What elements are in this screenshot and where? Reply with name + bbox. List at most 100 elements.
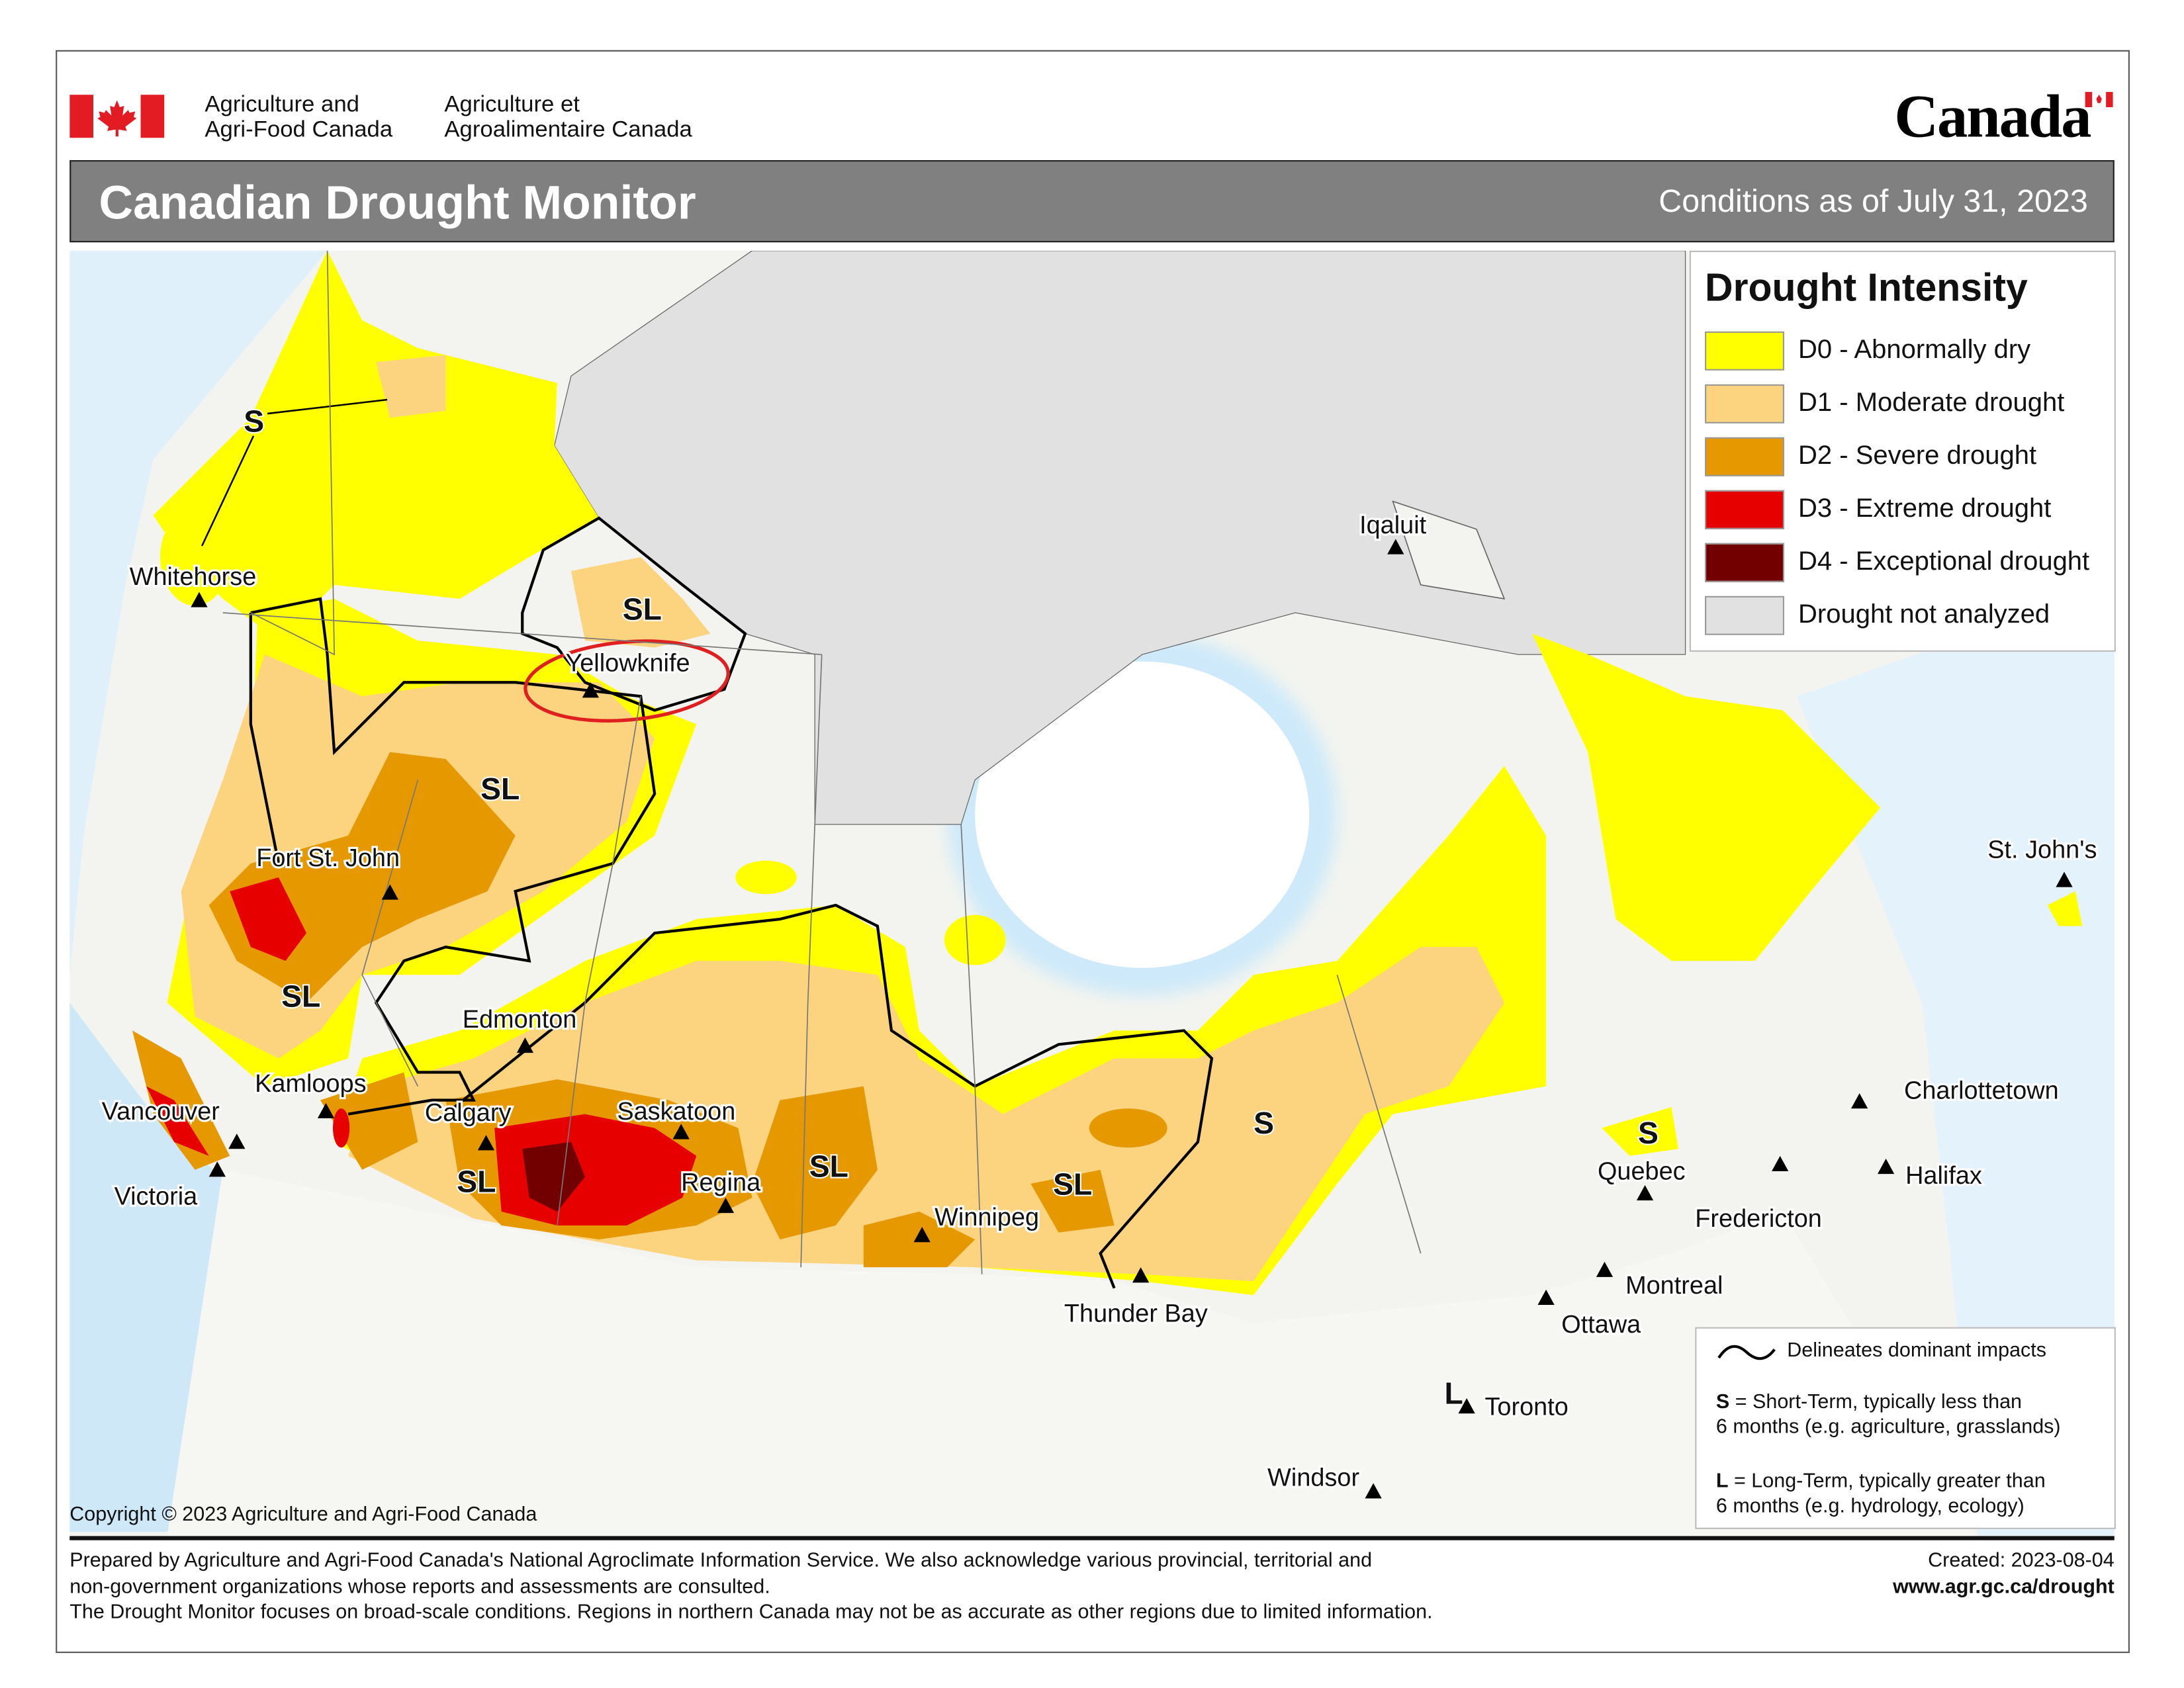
city-marker-triangle-icon xyxy=(1365,1483,1382,1499)
legend-label: D2 - Severe drought xyxy=(1798,441,2037,471)
page-title: Canadian Drought Monitor xyxy=(99,177,696,230)
impact-label: SL xyxy=(457,1165,496,1199)
legend-swatch xyxy=(1705,384,1784,423)
footer-right: Created: 2023-08-04 www.agr.gc.ca/drough… xyxy=(1893,1548,2115,1600)
legend-title: Drought Intensity xyxy=(1705,265,2028,310)
city-marker-triangle-icon xyxy=(228,1133,246,1149)
city-label: Ottawa xyxy=(1561,1311,1641,1339)
impact-label: SL xyxy=(809,1149,848,1183)
impact-label: S xyxy=(244,404,264,438)
impact-line-label: Delineates dominant impacts xyxy=(1787,1339,2047,1362)
copyright: Copyright © 2023 Agriculture and Agri-Fo… xyxy=(69,1503,537,1527)
l-text-1: = Long-Term, typically greater than xyxy=(1728,1470,2046,1493)
page-frame xyxy=(56,50,2130,1654)
impact-legend: Delineates dominant impacts S = Short-Te… xyxy=(1695,1327,2116,1529)
legend-swatch xyxy=(1705,331,1784,371)
city-marker-triangle-icon xyxy=(913,1227,931,1243)
legend-swatch xyxy=(1705,543,1784,582)
map-canvas: S SL SL SL SL SL SL S S L Whitehorse Yel… xyxy=(69,250,2115,1536)
legend-label: D4 - Exceptional drought xyxy=(1798,547,2090,577)
dept-fr-line2: Agroalimentaire Canada xyxy=(444,116,692,142)
impact-label: SL xyxy=(623,592,662,627)
impact-label: S xyxy=(1638,1116,1659,1150)
city-marker-triangle-icon xyxy=(191,592,208,607)
city-label: Victoria xyxy=(114,1182,199,1210)
footer-notes: Prepared by Agriculture and Agri-Food Ca… xyxy=(69,1548,1432,1626)
city-marker-triangle-icon xyxy=(1537,1289,1555,1306)
legend-label: D3 - Extreme drought xyxy=(1798,494,2052,524)
l-key: L xyxy=(1715,1470,1729,1493)
legend-swatch xyxy=(1705,490,1784,529)
legend-label: Drought not analyzed xyxy=(1798,600,2050,630)
city-marker-triangle-icon xyxy=(1387,539,1404,555)
city-marker-triangle-icon xyxy=(317,1102,335,1118)
yellowknife-highlight-circle xyxy=(523,639,730,723)
united-states-area xyxy=(167,1169,1978,1536)
city-marker-triangle-icon xyxy=(381,884,398,900)
city-label: Halifax xyxy=(1905,1162,1982,1190)
d4-area xyxy=(522,1141,585,1212)
city-marker-triangle-icon xyxy=(1851,1093,1868,1109)
footer-line3: The Drought Monitor focuses on broad-sca… xyxy=(69,1601,1433,1624)
city-label: Iqaluit xyxy=(1359,511,1427,539)
city-label: Quebec xyxy=(1598,1158,1686,1186)
city-marker-triangle-icon xyxy=(516,1037,534,1053)
city-marker-triangle-icon xyxy=(1878,1159,1895,1175)
city-label: Kamloops xyxy=(255,1070,366,1098)
footer-line2: non-government organizations whose repor… xyxy=(69,1576,770,1599)
impact-label: SL xyxy=(1053,1167,1092,1202)
impact-label: S xyxy=(1253,1106,1274,1140)
dept-en-line1: Agriculture and xyxy=(205,91,359,117)
s-text-2: 6 months (e.g. agriculture, grasslands) xyxy=(1715,1416,2061,1439)
s-key: S xyxy=(1715,1391,1730,1414)
canada-flag-icon xyxy=(69,95,165,138)
drought-url-link[interactable]: www.agr.gc.ca/drought xyxy=(1893,1576,2115,1599)
city-label: St. John's xyxy=(1987,836,2097,864)
long-term-definition: L = Long-Term, typically greater than 6 … xyxy=(1716,1469,2046,1519)
province-borders xyxy=(222,250,1422,1274)
city-label: Calgary xyxy=(425,1099,512,1127)
city-markers xyxy=(191,539,2073,1499)
s-pointer-lines xyxy=(201,398,388,547)
city-marker-triangle-icon xyxy=(1596,1261,1614,1277)
city-label: Whitehorse xyxy=(130,563,257,591)
impact-label: SL xyxy=(480,772,520,806)
city-marker-triangle-icon xyxy=(1636,1185,1654,1201)
l-text-2: 6 months (e.g. hydrology, ecology) xyxy=(1715,1495,2025,1519)
legend-label: D1 - Moderate drought xyxy=(1798,388,2065,418)
impact-label: L xyxy=(1444,1376,1463,1410)
department-name-fr: Agriculture et Agroalimentaire Canada xyxy=(444,92,692,142)
legend-label: D0 - Abnormally dry xyxy=(1798,335,2031,365)
dept-en-line2: Agri-Food Canada xyxy=(205,116,393,142)
wordmark-flag-icon xyxy=(2085,91,2113,108)
city-marker-triangle-icon xyxy=(582,682,599,698)
footer-divider xyxy=(69,1536,2115,1540)
department-name-en: Agriculture and Agri-Food Canada xyxy=(205,92,392,142)
city-label: Edmonton xyxy=(463,1006,577,1034)
city-label: Toronto xyxy=(1485,1393,1569,1421)
city-label: Vancouver xyxy=(102,1098,220,1126)
canada-wordmark: Canada xyxy=(1894,82,2091,151)
city-label: Thunder Bay xyxy=(1064,1300,1208,1327)
city-label: Winnipeg xyxy=(934,1204,1039,1231)
city-label: Charlottetown xyxy=(1904,1077,2059,1105)
s-text-1: = Short-Term, typically less than xyxy=(1729,1391,2023,1414)
city-marker-triangle-icon xyxy=(717,1197,735,1214)
city-marker-triangle-icon xyxy=(2056,871,2073,887)
city-marker-triangle-icon xyxy=(672,1124,690,1139)
created-date: Created: 2023-08-04 xyxy=(1928,1550,2115,1573)
impact-boundaries xyxy=(249,516,1214,1289)
city-marker-triangle-icon xyxy=(208,1161,226,1177)
impact-label: SL xyxy=(281,979,320,1014)
city-label: Saskatoon xyxy=(617,1098,735,1126)
dept-fr-line1: Agriculture et xyxy=(444,91,580,117)
city-label: Yellowknife xyxy=(565,649,690,677)
conditions-date: Conditions as of July 31, 2023 xyxy=(1659,182,2088,219)
legend-swatch xyxy=(1705,596,1784,635)
city-label: Regina xyxy=(681,1169,761,1196)
drought-intensity-legend: Drought Intensity D0 - Abnormally dry D1 … xyxy=(1689,250,2116,652)
city-label: Windsor xyxy=(1267,1464,1359,1492)
impact-line-icon xyxy=(1717,1345,1776,1360)
title-bar: Canadian Drought Monitor Conditions as o… xyxy=(69,160,2115,243)
